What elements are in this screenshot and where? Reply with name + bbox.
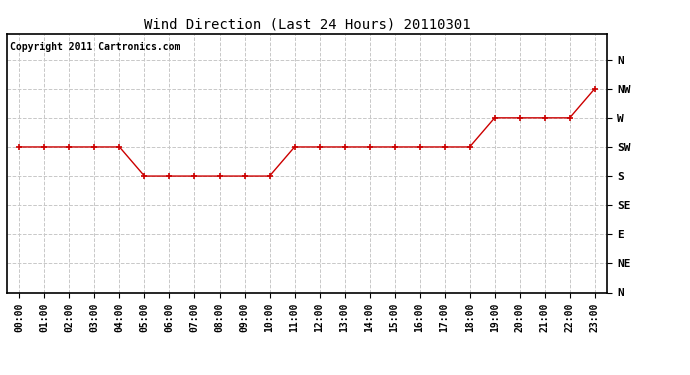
Text: Copyright 2011 Cartronics.com: Copyright 2011 Cartronics.com [10, 42, 180, 51]
Title: Wind Direction (Last 24 Hours) 20110301: Wind Direction (Last 24 Hours) 20110301 [144, 17, 471, 31]
